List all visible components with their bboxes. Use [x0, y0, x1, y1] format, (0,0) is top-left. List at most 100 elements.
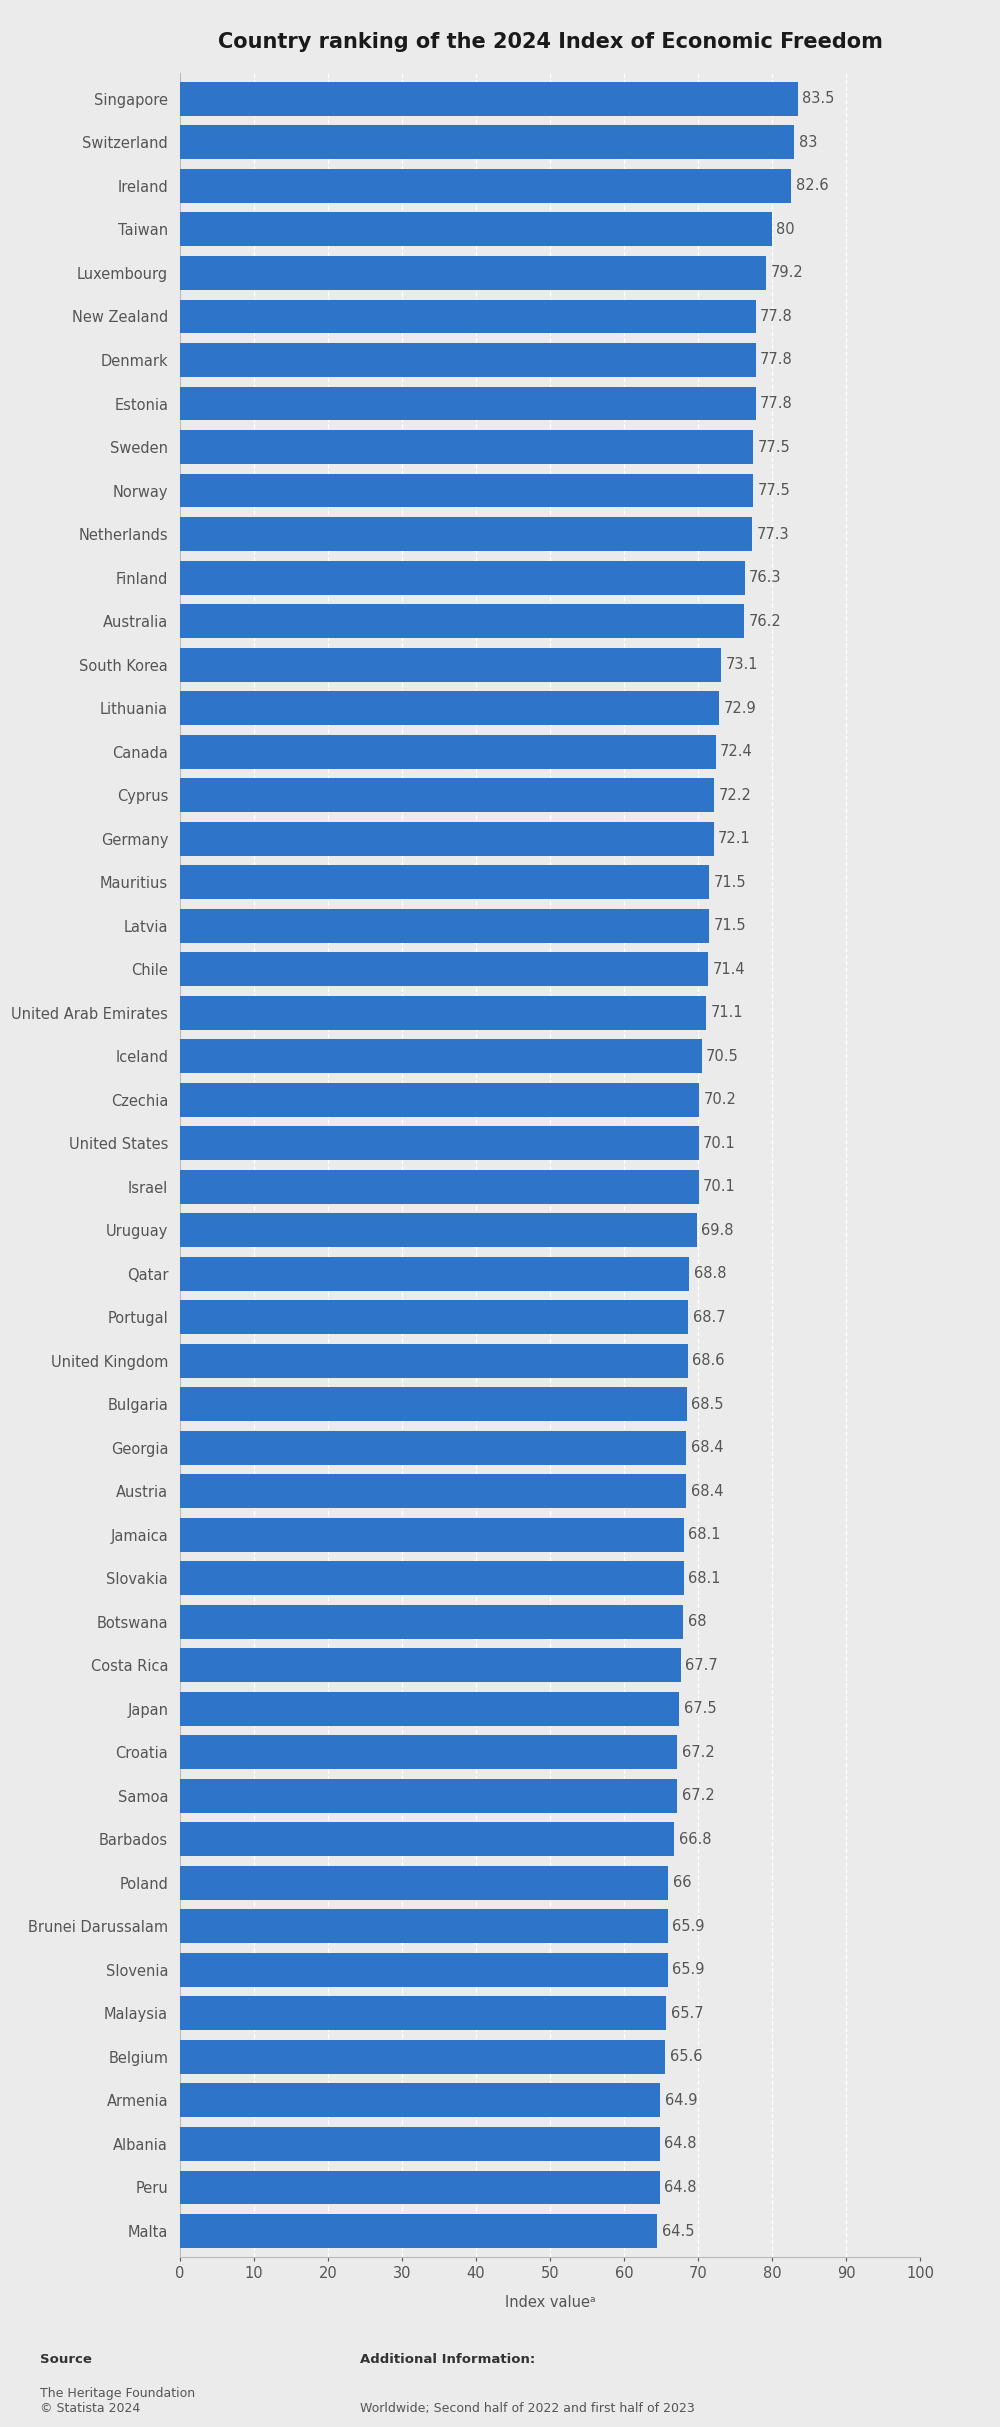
Bar — [180, 2082, 660, 2116]
Text: Worldwide; Second half of 2022 and first half of 2023: Worldwide; Second half of 2022 and first… — [360, 2403, 695, 2415]
Text: 64.8: 64.8 — [664, 2136, 696, 2150]
Bar — [180, 1823, 674, 1857]
Text: 68.5: 68.5 — [691, 1398, 724, 1413]
Text: 72.1: 72.1 — [718, 830, 751, 847]
Bar — [180, 255, 766, 289]
Text: 77.8: 77.8 — [760, 396, 793, 410]
Bar — [180, 1692, 679, 1726]
Text: 76.3: 76.3 — [749, 570, 782, 585]
Text: 65.9: 65.9 — [672, 1963, 705, 1978]
Bar — [180, 517, 752, 551]
Text: 68.6: 68.6 — [692, 1354, 725, 1369]
Text: 77.8: 77.8 — [760, 308, 793, 323]
Bar — [180, 1301, 688, 1335]
Bar — [180, 1257, 689, 1291]
Text: 76.2: 76.2 — [748, 614, 781, 629]
Bar — [180, 1910, 668, 1944]
Bar — [180, 1604, 683, 1638]
Text: 67.2: 67.2 — [682, 1745, 714, 1760]
Text: 67.5: 67.5 — [684, 1701, 717, 1716]
Bar — [180, 1517, 684, 1551]
Bar — [180, 299, 756, 332]
Bar — [180, 1779, 677, 1813]
Bar — [180, 2126, 660, 2160]
Text: 77.5: 77.5 — [758, 483, 791, 498]
Bar — [180, 1997, 666, 2031]
Bar — [180, 1170, 699, 1204]
Text: 68.1: 68.1 — [688, 1527, 721, 1541]
Bar — [180, 1561, 684, 1595]
Bar — [180, 1648, 681, 1682]
Bar — [180, 864, 709, 898]
Text: 71.1: 71.1 — [711, 1005, 743, 1019]
Bar — [180, 1735, 677, 1769]
Text: 64.9: 64.9 — [665, 2092, 697, 2109]
Text: 66.8: 66.8 — [679, 1832, 711, 1847]
Text: 70.5: 70.5 — [706, 1048, 739, 1063]
Text: 67.2: 67.2 — [682, 1789, 714, 1803]
Bar — [180, 170, 791, 204]
Bar — [180, 1473, 686, 1507]
Text: 68.4: 68.4 — [691, 1439, 723, 1456]
Bar — [180, 1432, 686, 1466]
Bar — [180, 1866, 668, 1900]
Bar — [180, 561, 745, 595]
Text: 77.3: 77.3 — [756, 527, 789, 541]
Text: 71.5: 71.5 — [714, 874, 746, 891]
Bar — [180, 1082, 699, 1116]
Text: 72.9: 72.9 — [724, 701, 757, 716]
Text: 72.4: 72.4 — [720, 745, 753, 760]
Bar — [180, 1039, 702, 1073]
Bar — [180, 604, 744, 638]
Text: 70.1: 70.1 — [703, 1136, 736, 1150]
Bar — [180, 2213, 657, 2247]
Text: The Heritage Foundation
© Statista 2024: The Heritage Foundation © Statista 2024 — [40, 2386, 195, 2415]
Bar — [180, 779, 714, 813]
Bar — [180, 692, 719, 726]
Text: 65.9: 65.9 — [672, 1920, 705, 1934]
Text: 73.1: 73.1 — [725, 658, 758, 672]
Bar — [180, 342, 756, 376]
Text: 69.8: 69.8 — [701, 1223, 733, 1238]
Text: 68: 68 — [688, 1614, 706, 1629]
Text: 65.7: 65.7 — [671, 2007, 703, 2022]
Text: 68.1: 68.1 — [688, 1570, 721, 1585]
Bar — [180, 1954, 668, 1988]
Text: 83.5: 83.5 — [802, 92, 835, 107]
Bar — [180, 1214, 697, 1247]
Text: 64.5: 64.5 — [662, 2223, 694, 2238]
Bar — [180, 2041, 665, 2075]
Bar — [180, 908, 709, 942]
Bar — [180, 386, 756, 420]
Text: 66: 66 — [673, 1876, 691, 1891]
Text: Source: Source — [40, 2354, 92, 2366]
Bar — [180, 951, 708, 985]
Bar — [180, 995, 706, 1029]
Text: 68.7: 68.7 — [693, 1311, 725, 1325]
Bar — [180, 1126, 699, 1160]
Title: Country ranking of the 2024 Index of Economic Freedom: Country ranking of the 2024 Index of Eco… — [218, 32, 882, 51]
X-axis label: Index valueᵃ: Index valueᵃ — [505, 2296, 595, 2311]
Bar — [180, 648, 721, 682]
Bar — [180, 126, 794, 160]
Bar — [180, 430, 754, 464]
Bar — [180, 2170, 660, 2204]
Text: 70.2: 70.2 — [704, 1092, 737, 1107]
Text: 70.1: 70.1 — [703, 1180, 736, 1194]
Text: 67.7: 67.7 — [685, 1658, 718, 1672]
Text: 71.5: 71.5 — [714, 917, 746, 932]
Bar — [180, 1345, 688, 1379]
Text: 72.2: 72.2 — [719, 789, 752, 803]
Text: 71.4: 71.4 — [713, 961, 745, 976]
Bar — [180, 1388, 687, 1422]
Text: 80: 80 — [776, 221, 795, 238]
Text: 65.6: 65.6 — [670, 2048, 702, 2065]
Bar — [180, 735, 716, 769]
Text: 79.2: 79.2 — [771, 265, 803, 282]
Bar — [180, 214, 772, 248]
Text: 77.5: 77.5 — [758, 439, 791, 454]
Bar — [180, 473, 754, 507]
Text: 82.6: 82.6 — [796, 180, 828, 194]
Text: Additional Information:: Additional Information: — [360, 2354, 535, 2366]
Text: 68.8: 68.8 — [694, 1267, 726, 1281]
